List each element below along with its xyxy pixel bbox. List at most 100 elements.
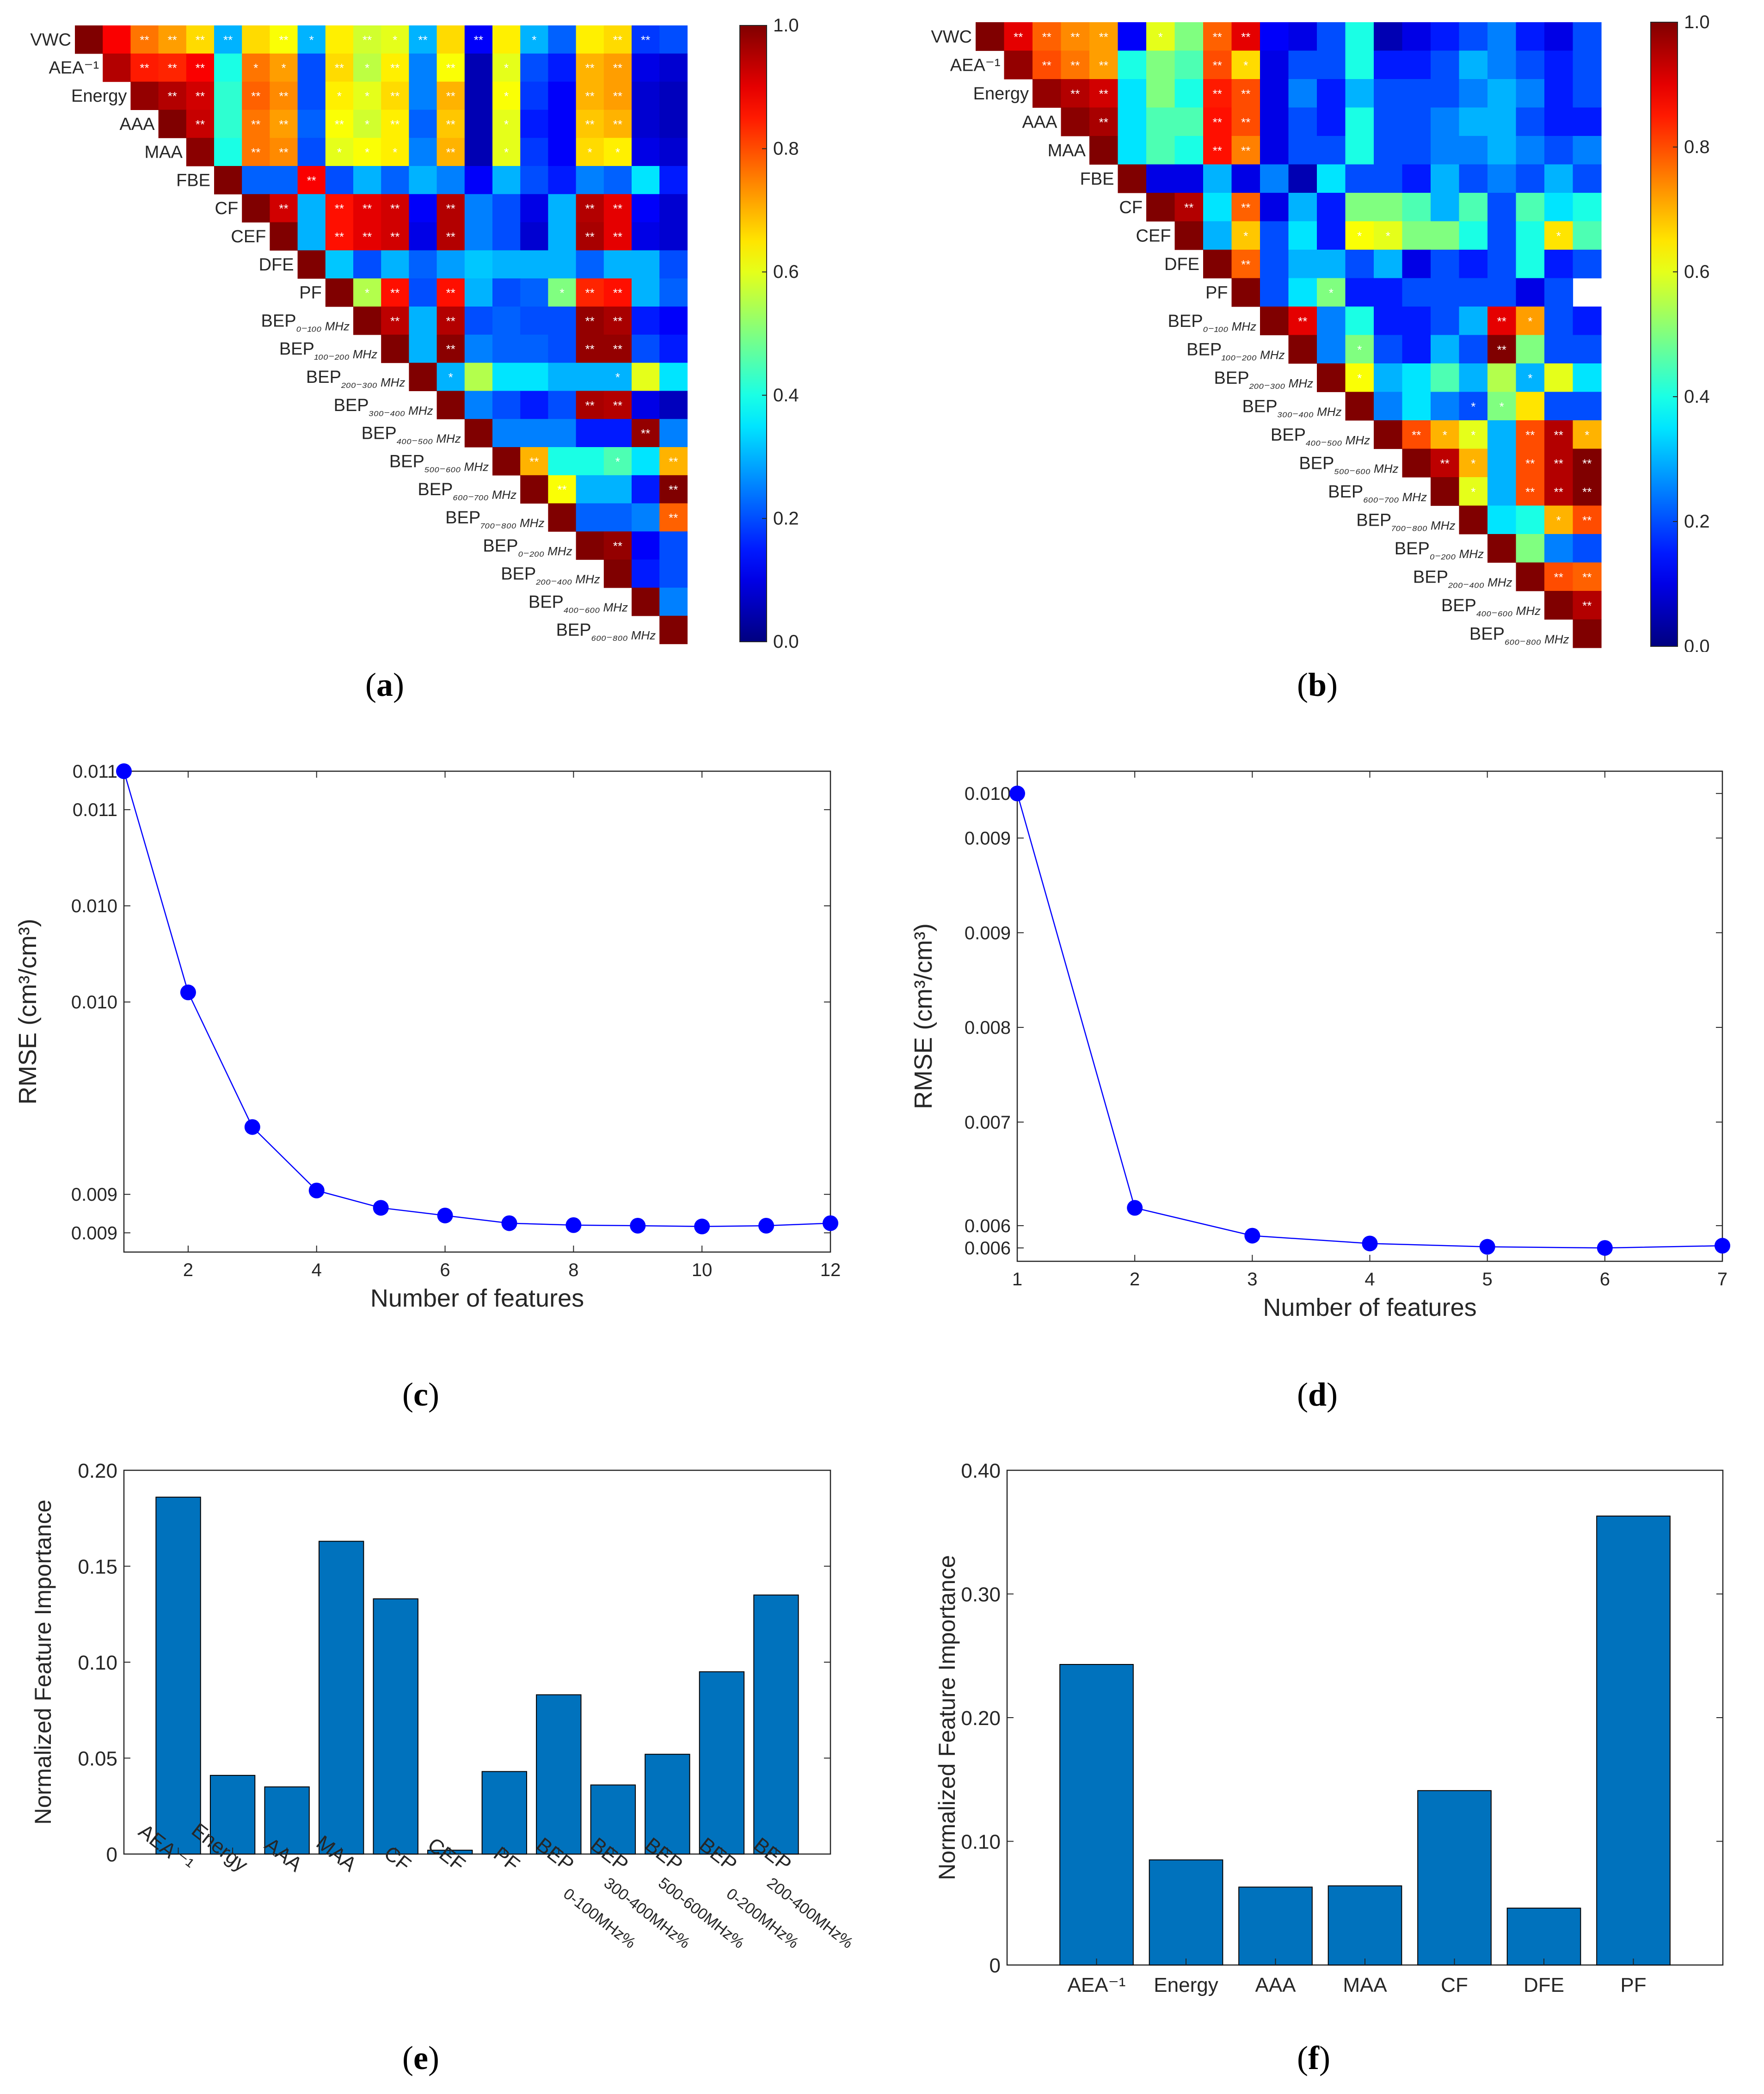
significance-mark: ** [1554,485,1563,499]
data-point [1597,1240,1613,1256]
y-tick-label: 0.011 [73,800,117,820]
heatmap-cell [603,334,632,363]
heatmap-cell [1431,392,1460,421]
heatmap-cell [436,194,465,223]
heatmap-cell [1459,164,1488,193]
heatmap-cell [297,138,326,166]
heatmap-cell [1402,335,1431,364]
heatmap-cell [381,110,409,138]
heatmap-cell [130,53,159,82]
data-point [1715,1238,1730,1254]
heatmap-cell [548,53,577,82]
heatmap-cell [659,250,688,279]
bar [1506,1907,1581,1965]
heatmap-cell [214,166,242,195]
heatmap-cell [1544,363,1573,393]
bar [1596,1515,1671,1966]
heatmap-cell [297,222,326,251]
heatmap-cell [492,53,521,82]
heatmap-cell [1402,278,1431,307]
significance-mark: ** [1298,314,1307,328]
heatmap-cell [1487,136,1517,165]
heatmap-cell [576,138,604,166]
heatmap-cell [1374,278,1403,307]
heatmap-cell [1544,420,1573,449]
heatmap-cell [659,278,688,307]
heatmap-cell [1544,22,1573,51]
heatmap-cell [381,307,409,335]
heatmap-cell [1374,79,1403,108]
heatmap-cell [409,166,437,195]
heatmap-cell [1516,534,1545,563]
heatmap-cell [381,194,409,223]
significance-mark: ** [446,146,455,160]
heatmap-cell [1374,363,1403,393]
heatmap-cell [520,334,548,363]
significance-mark: ** [196,117,205,131]
heatmap-cell [1345,136,1374,165]
heatmap-row-label: BEP₅₀₀₋₆₀₀ MHz [1299,454,1398,475]
significance-mark: ** [613,539,622,553]
y-tick-label: 0.30 [961,1584,1001,1606]
heatmap-cell [1174,193,1204,222]
heatmap-cell [1402,22,1431,51]
heatmap-cell [576,503,604,532]
heatmap-cell [1573,591,1602,620]
heatmap-cell [632,503,660,532]
heatmap-cell [1345,107,1374,136]
significance-mark: ** [585,61,595,75]
heatmap-cell [1118,164,1147,193]
heatmap-row-label: FBE [176,171,210,190]
y-tick-label: 0.007 [965,1112,1011,1133]
heatmap-cell [659,110,688,138]
heatmap-cell [492,25,521,54]
significance-mark: ** [390,230,400,244]
significance-mark: ** [1184,201,1193,215]
significance-mark: * [1243,58,1248,72]
heatmap-cell [492,81,521,110]
colorbar-tick-label: 0.8 [1684,137,1710,157]
heatmap-cell [520,81,548,110]
heatmap-cell [548,391,577,419]
data-point [437,1207,453,1223]
significance-mark: ** [585,202,595,215]
heatmap-b: ** ** ** ** * ** **VWC** ** ** ** *AEA⁻¹** ** ** **En… [931,12,1710,652]
heatmap-cell [1544,221,1573,250]
heatmap-cell [548,250,577,279]
heatmap-cell [548,362,577,391]
y-tick-label: 0.05 [78,1748,117,1770]
heatmap-cell [1487,278,1517,307]
heatmap-cell [576,222,604,251]
heatmap-cell [1459,193,1488,222]
significance-mark: ** [1070,58,1080,72]
heatmap-cell [492,138,521,166]
heatmap-cell [632,559,660,588]
data-point [180,984,196,1001]
data-point [1244,1228,1260,1244]
heatmap-row-label: PF [299,283,322,303]
heatmap-cell [1260,136,1289,165]
heatmap-cell [353,307,381,335]
significance-mark: ** [196,61,205,75]
significance-mark: ** [1241,30,1250,44]
heatmap-cell [548,81,577,110]
y-axis-label: RMSE (cm³/cm³) [910,923,937,1109]
significance-mark: ** [1213,87,1222,101]
heatmap-cell [1573,22,1602,51]
heatmap-cell [1516,307,1545,336]
colorbar-tick-label: 0.2 [1684,511,1710,532]
significance-mark: * [1471,399,1475,413]
colorbar-tick-label: 0.0 [773,632,799,652]
heatmap-cell [1544,562,1573,591]
heatmap-cell [1061,79,1090,108]
heatmap-cell [1573,477,1602,506]
heatmap-cell [1231,164,1260,193]
heatmap-cell [464,138,493,166]
colorbar-tick-label: 1.0 [773,15,799,36]
heatmap-cell [1487,307,1517,336]
heatmap-cell [1260,307,1289,336]
heatmap-cell [520,475,548,504]
heatmap-cell [1573,448,1602,478]
heatmap-cell [325,81,354,110]
heatmap-cell [632,447,660,476]
